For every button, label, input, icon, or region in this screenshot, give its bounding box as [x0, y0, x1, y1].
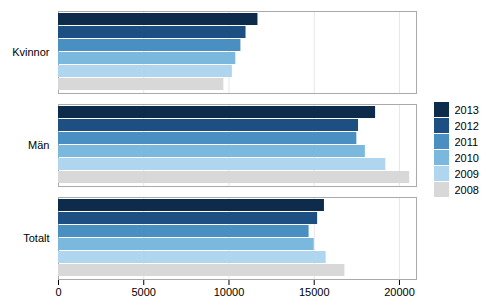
- html-text:2012: 2012: [454, 119, 479, 132]
- html-text:2009: 2009: [454, 167, 479, 180]
- svg-text:Män: Män: [28, 139, 49, 151]
- html-text:2010: 2010: [454, 151, 479, 164]
- svg-text:20000: 20000: [384, 286, 415, 298]
- html-text:2008: 2008: [454, 183, 479, 196]
- svg-text:0: 0: [55, 286, 61, 298]
- html-text:2011: 2011: [454, 135, 479, 148]
- svg-text:Totalt: Totalt: [23, 232, 49, 244]
- svg-text:15000: 15000: [299, 286, 330, 298]
- svg-text:5000: 5000: [131, 286, 155, 298]
- html-text:2013: 2013: [454, 103, 479, 116]
- svg-text:10000: 10000: [214, 286, 245, 298]
- svg-text:Kvinnor: Kvinnor: [12, 46, 50, 58]
